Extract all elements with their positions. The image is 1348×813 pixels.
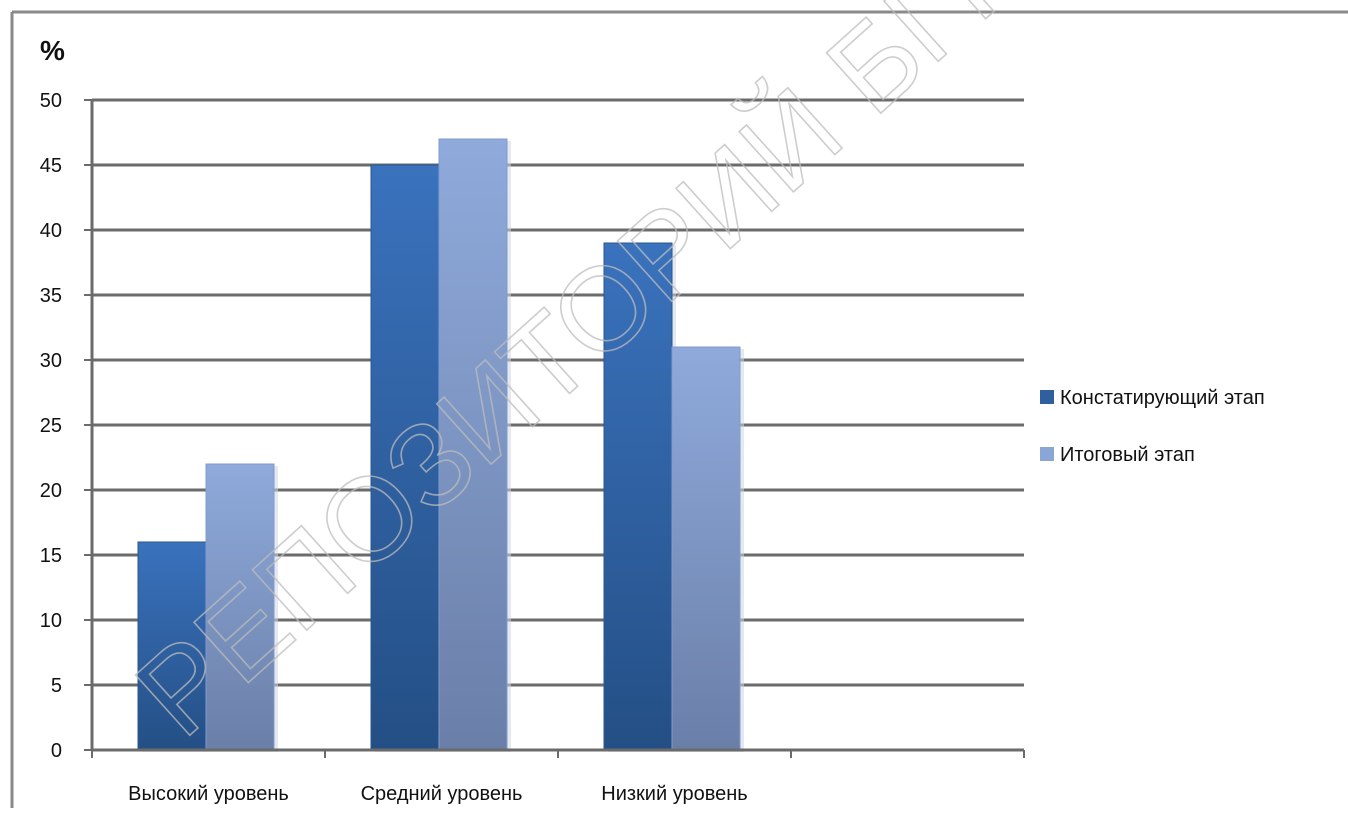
bar-konstatiruyushchiy-3 (603, 242, 673, 751)
y-tick-label: 50 (40, 90, 62, 112)
y-tick-label: 45 (40, 155, 62, 177)
axes: 0 5 10 15 20 25 30 35 40 45 50 Высокий уровень Средн… (40, 90, 1025, 805)
y-tick-label: 5 (51, 675, 62, 697)
y-tick-label: 40 (40, 220, 62, 242)
y-tick-label: 10 (40, 610, 62, 632)
y-tick-label: 30 (40, 350, 62, 372)
x-tick-label: Низкий уровень (601, 783, 747, 805)
bars (137, 138, 744, 752)
bar-konstatiruyushchiy-1 (137, 541, 207, 751)
legend-swatch-series-1 (1040, 390, 1054, 404)
bar-itogovyy-1 (205, 463, 275, 751)
bar-itogovyy-3 (671, 346, 741, 751)
x-tick-label: Средний уровень (361, 783, 523, 805)
y-axis-label: % (40, 35, 65, 66)
legend-label-series-2: Итоговый этап (1060, 444, 1195, 466)
y-tick-label: 15 (40, 545, 62, 567)
bar-itogovyy-2 (438, 138, 508, 751)
legend: Констатирующий этап Итоговый этап (1040, 387, 1265, 466)
bar-konstatiruyushchiy-2 (370, 164, 440, 751)
legend-label-series-1: Констатирующий этап (1060, 387, 1265, 409)
x-tick-label: Высокий уровень (128, 783, 289, 805)
legend-swatch-series-2 (1040, 447, 1054, 461)
y-tick-label: 25 (40, 415, 62, 437)
y-tick-label: 20 (40, 480, 62, 502)
y-tick-label: 35 (40, 285, 62, 307)
y-tick-label: 0 (51, 740, 62, 762)
